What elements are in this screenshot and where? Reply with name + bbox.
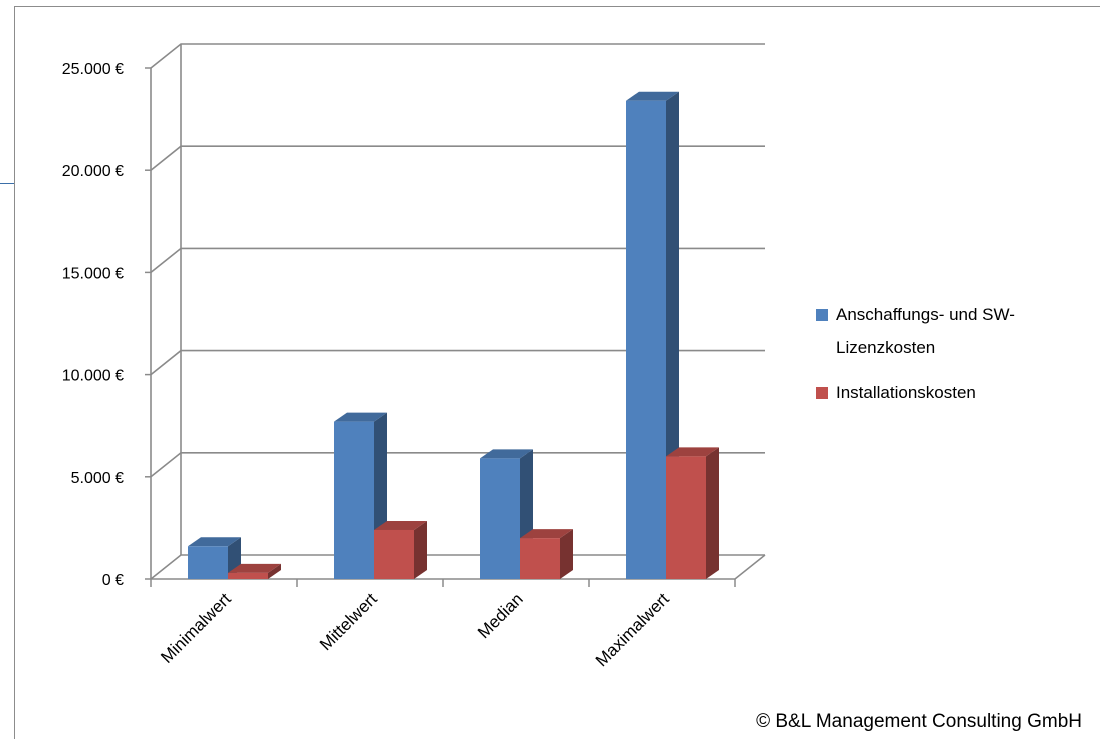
bar-side	[560, 529, 573, 579]
y-tick-label: 25.000 €	[62, 61, 124, 78]
bar-minimalwert-series-1	[188, 537, 241, 579]
bar-side	[414, 520, 427, 579]
bar-front	[626, 100, 666, 579]
bar-front	[228, 572, 268, 579]
legend-swatch	[816, 387, 828, 399]
bar-front	[520, 538, 560, 579]
bar-top	[520, 529, 573, 539]
chart-frame	[14, 6, 1100, 739]
copyright-credit: © B&L Management Consulting GmbH	[756, 711, 1082, 732]
axes	[145, 44, 766, 587]
x-tick-label: Median	[474, 589, 527, 642]
y-tick-label: 0 €	[102, 572, 124, 589]
bar-side	[268, 563, 281, 579]
legend-label: Installationskosten	[836, 383, 976, 402]
bar-top	[228, 563, 281, 573]
bar-median-series-2	[520, 529, 573, 579]
bar-top	[334, 412, 387, 422]
bar-front	[480, 458, 520, 579]
bar-top	[626, 91, 679, 101]
bar-front	[666, 456, 706, 579]
gridline	[150, 43, 765, 69]
bar-side	[706, 447, 719, 579]
bar-minimalwert-series-2	[228, 563, 281, 579]
bar-top	[374, 520, 427, 530]
bar-top	[666, 447, 719, 457]
bars	[188, 91, 719, 579]
bar-top	[188, 537, 241, 547]
x-tick-label: Maximalwert	[592, 589, 673, 670]
legend-item: Anschaffungs- und SW- Lizenzkosten	[816, 305, 1015, 357]
bar-mittelwert-series-2	[374, 520, 427, 579]
legend-item: Installationskosten	[816, 383, 976, 402]
y-tick-label: 10.000 €	[62, 368, 124, 385]
bar-front	[374, 529, 414, 579]
legend: Anschaffungs- und SW- Lizenzkosten Install…	[816, 305, 1015, 402]
edge-marker	[0, 183, 14, 184]
x-tick-label: Minimalwert	[157, 589, 235, 667]
bar-front	[188, 546, 228, 579]
x-tick-label: Mittelwert	[316, 589, 381, 654]
y-tick-label: 20.000 €	[62, 163, 124, 180]
legend-label: Anschaffungs- und SW-	[836, 305, 1015, 324]
bar-front	[334, 421, 374, 579]
bar-mittelwert-series-1	[334, 412, 387, 579]
y-tick-label: 15.000 €	[62, 265, 124, 282]
y-tick-label: 5.000 €	[71, 470, 124, 487]
bar-maximalwert-series-2	[666, 447, 719, 579]
bar-top	[480, 449, 533, 459]
legend-label: Lizenzkosten	[836, 338, 935, 357]
legend-swatch	[816, 309, 828, 321]
